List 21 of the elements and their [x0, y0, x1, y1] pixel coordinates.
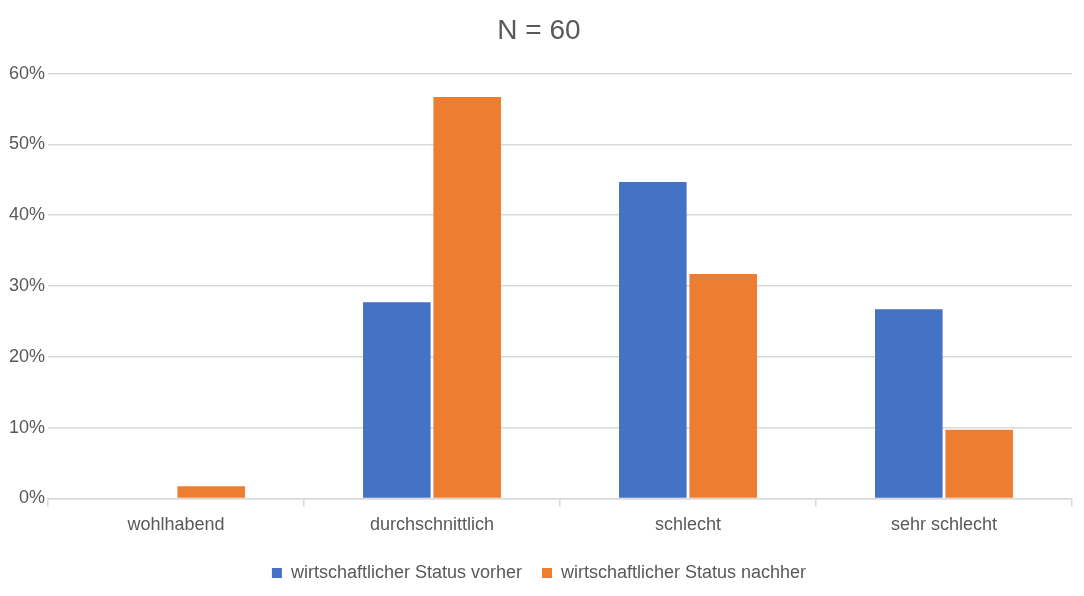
x-tick-label: sehr schlecht [890, 514, 998, 535]
bar [875, 309, 943, 498]
y-tick-label: 30% [9, 274, 46, 295]
bar [689, 273, 757, 498]
y-tick-label: 60% [9, 62, 46, 83]
bar [363, 302, 431, 498]
y-tick-label: 10% [9, 416, 46, 437]
x-tick-label: wohlhabend [126, 514, 225, 535]
bar [177, 486, 246, 498]
bar [945, 429, 1013, 498]
bar [433, 96, 502, 498]
chart-title: N = 60 [497, 13, 581, 45]
legend-label: wirtschaftlicher Status vorher [289, 561, 522, 582]
y-tick-label: 50% [9, 133, 46, 154]
y-tick-label: 20% [9, 345, 46, 366]
x-tick-label: durchschnittlich [369, 514, 495, 535]
x-tick-label: schlecht [654, 514, 722, 535]
legend-label: wirtschaftlicher Status nachher [559, 561, 807, 582]
y-tick-label: 0% [19, 487, 46, 508]
y-tick-label: 40% [9, 204, 46, 225]
bar [619, 181, 687, 498]
